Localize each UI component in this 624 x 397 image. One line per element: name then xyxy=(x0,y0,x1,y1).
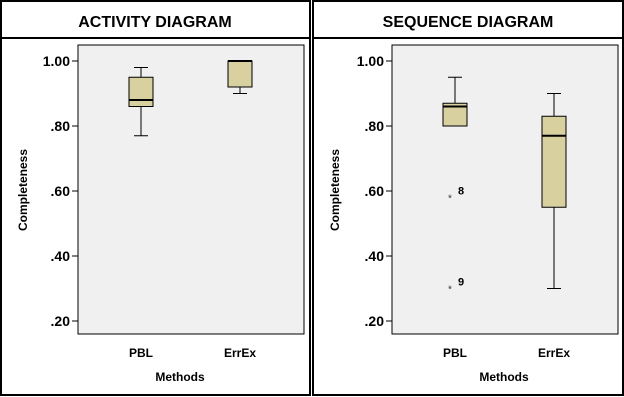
box-pbl: * 8 * 9 xyxy=(442,76,468,296)
y-tick-label: .20 xyxy=(365,313,385,329)
box-iqr xyxy=(128,76,154,107)
outlier-marker: * xyxy=(448,194,452,205)
y-tick-label: .80 xyxy=(51,118,71,134)
y-tick-label: .80 xyxy=(365,118,385,134)
x-axis: PBL ErrEx xyxy=(129,346,256,360)
box-iqr xyxy=(227,60,253,88)
panel-activity: ACTIVITY DIAGRAM 1.00 .80 .60 .40 .20 PBL Err… xyxy=(0,0,311,396)
y-axis-label: Completeness xyxy=(328,149,342,231)
x-tick-label: PBL xyxy=(129,346,153,360)
box-pbl xyxy=(128,67,154,137)
x-axis-label: Methods xyxy=(155,370,205,384)
y-axis-label: Completeness xyxy=(16,149,30,231)
outlier-marker: * xyxy=(448,285,452,296)
box-errex xyxy=(227,60,253,94)
plot-area xyxy=(391,44,619,335)
box-iqr xyxy=(442,102,468,127)
x-axis: PBL ErrEx xyxy=(443,346,570,360)
plot-area xyxy=(77,44,305,335)
chart-title: ACTIVITY DIAGRAM xyxy=(78,14,231,31)
x-tick-label: ErrEx xyxy=(224,346,256,360)
outlier-label: 9 xyxy=(458,277,464,289)
y-tick-label: 1.00 xyxy=(357,53,384,69)
y-axis: 1.00 .80 .60 .40 .20 xyxy=(43,53,78,329)
panel-sequence: SEQUENCE DIAGRAM 1.00 .80 .60 .40 .20 * 8 * 9 P… xyxy=(312,0,624,396)
y-tick-label: .40 xyxy=(365,248,385,264)
y-tick-label: .60 xyxy=(51,183,71,199)
box-iqr xyxy=(541,115,567,208)
chart-title: SEQUENCE DIAGRAM xyxy=(383,14,554,31)
outlier-label: 8 xyxy=(458,186,464,198)
boxes xyxy=(128,60,253,137)
y-tick-label: .40 xyxy=(51,248,71,264)
y-tick-label: .20 xyxy=(51,313,71,329)
y-tick-label: .60 xyxy=(365,183,385,199)
box-errex xyxy=(541,93,567,289)
boxes: * 8 * 9 xyxy=(442,76,567,296)
x-tick-label: ErrEx xyxy=(538,346,570,360)
y-tick-label: 1.00 xyxy=(43,53,70,69)
x-tick-label: PBL xyxy=(443,346,467,360)
y-axis: 1.00 .80 .60 .40 .20 xyxy=(357,53,392,329)
x-axis-label: Methods xyxy=(479,370,529,384)
